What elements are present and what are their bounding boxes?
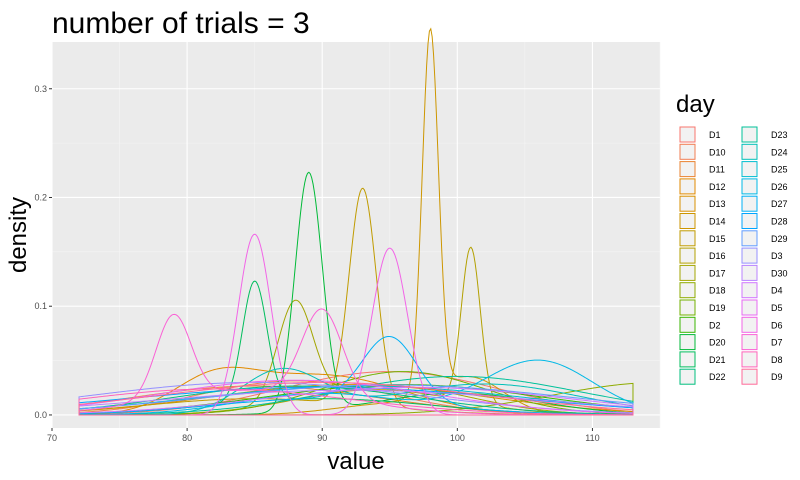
legend-label-D29: D29 <box>771 234 788 244</box>
legend-label-D11: D11 <box>709 165 725 175</box>
legend-label-D23: D23 <box>771 130 788 140</box>
legend-label-D18: D18 <box>709 286 726 296</box>
legend-label-D20: D20 <box>709 338 726 348</box>
legend-key-D26 <box>741 178 758 195</box>
y-tick-label: 0.2 <box>34 192 47 202</box>
legend-label-D24: D24 <box>771 147 788 157</box>
legend-key-D13 <box>679 195 696 212</box>
legend-label-D25: D25 <box>771 165 788 175</box>
legend-key-D5 <box>741 299 758 316</box>
legend-key-D9 <box>741 368 758 385</box>
density-curve-D30 <box>78 389 634 416</box>
legend-key-D18 <box>679 282 696 299</box>
legend-key-D15 <box>679 230 696 247</box>
legend-label-D2: D2 <box>709 320 721 330</box>
x-tick-label: 100 <box>450 433 465 443</box>
legend-key-D28 <box>741 213 758 229</box>
legend-key-D27 <box>741 195 758 212</box>
x-tick-label: 110 <box>585 433 599 443</box>
density-curve-D8 <box>78 388 634 416</box>
x-tick-label: 70 <box>47 433 57 443</box>
grid-minor <box>52 42 661 428</box>
legend-label-D12: D12 <box>709 182 726 192</box>
legend-key-D2 <box>679 316 696 333</box>
legend-label-D15: D15 <box>709 234 726 244</box>
y-tick-label: 0.3 <box>34 84 47 94</box>
x-axis-ticks: 70 80 90 100 110 <box>47 428 600 443</box>
density-curve-D13 <box>78 384 634 416</box>
legend-key-D19 <box>679 299 696 316</box>
legend-key-D25 <box>741 161 758 178</box>
legend-label-D8: D8 <box>771 355 783 365</box>
legend-key-D30 <box>741 264 758 281</box>
chart-title: number of trials = 3 <box>52 7 310 40</box>
legend-label-D17: D17 <box>709 268 726 278</box>
legend-label-D13: D13 <box>709 199 726 209</box>
y-tick-label: 0.0 <box>34 410 47 420</box>
legend-label-D26: D26 <box>771 182 788 192</box>
legend-key-D7 <box>741 334 758 351</box>
legend-label-D21: D21 <box>709 355 726 365</box>
density-curve-D4 <box>78 386 634 416</box>
legend-key-D10 <box>679 143 696 160</box>
density-series-layer <box>78 27 634 416</box>
legend-label-D5: D5 <box>771 303 783 313</box>
legend-key-D20 <box>679 334 696 351</box>
legend-label-D6: D6 <box>771 320 783 330</box>
y-axis-title: density <box>5 197 32 273</box>
legend-label-D10: D10 <box>709 147 726 157</box>
legend-key-D23 <box>741 126 758 143</box>
density-curve-D26 <box>78 359 634 416</box>
legend-key-D22 <box>679 368 696 385</box>
legend-key-D6 <box>741 316 758 333</box>
y-axis-ticks: 0.0 0.1 0.2 0.3 <box>34 84 52 420</box>
legend-key-D8 <box>741 351 758 368</box>
legend-key-D1 <box>679 126 696 143</box>
legend-label-D4: D4 <box>771 286 783 296</box>
legend-label-D14: D14 <box>709 217 726 227</box>
legend-label-D1: D1 <box>709 130 721 140</box>
legend-label-D3: D3 <box>771 251 783 261</box>
legend-key-D16 <box>679 247 696 264</box>
legend-label-D27: D27 <box>771 199 788 209</box>
legend-label-D7: D7 <box>771 338 783 348</box>
legend-label-D16: D16 <box>709 251 726 261</box>
legend-key-D11 <box>679 161 696 178</box>
legend-label-D30: D30 <box>771 268 788 278</box>
legend-label-D19: D19 <box>709 303 726 313</box>
density-curve-D9 <box>78 381 634 416</box>
legend-label-D9: D9 <box>771 372 783 382</box>
legend-key-D29 <box>741 230 758 247</box>
y-tick-label: 0.1 <box>34 301 47 311</box>
legend-key-D4 <box>741 282 758 299</box>
x-tick-label: 90 <box>317 433 327 443</box>
density-curve-D5 <box>78 379 634 416</box>
legend-key-D12 <box>679 178 696 195</box>
legend-key-D24 <box>741 143 758 160</box>
x-tick-label: 80 <box>182 433 192 443</box>
x-axis-title: value <box>327 448 384 475</box>
legend-key-D14 <box>679 213 696 229</box>
legend-key-D3 <box>741 247 758 264</box>
legend-title: day <box>676 91 715 118</box>
legend-key-D17 <box>679 264 696 281</box>
legend-key-D21 <box>679 351 696 368</box>
legend: D1 D10 D11 D12 D13 D14 D15 D16 D17 D18 D19 D2 D20 D21… <box>679 126 788 385</box>
legend-label-D28: D28 <box>771 217 788 227</box>
density-curve-D27 <box>78 335 634 416</box>
legend-label-D22: D22 <box>709 372 726 382</box>
